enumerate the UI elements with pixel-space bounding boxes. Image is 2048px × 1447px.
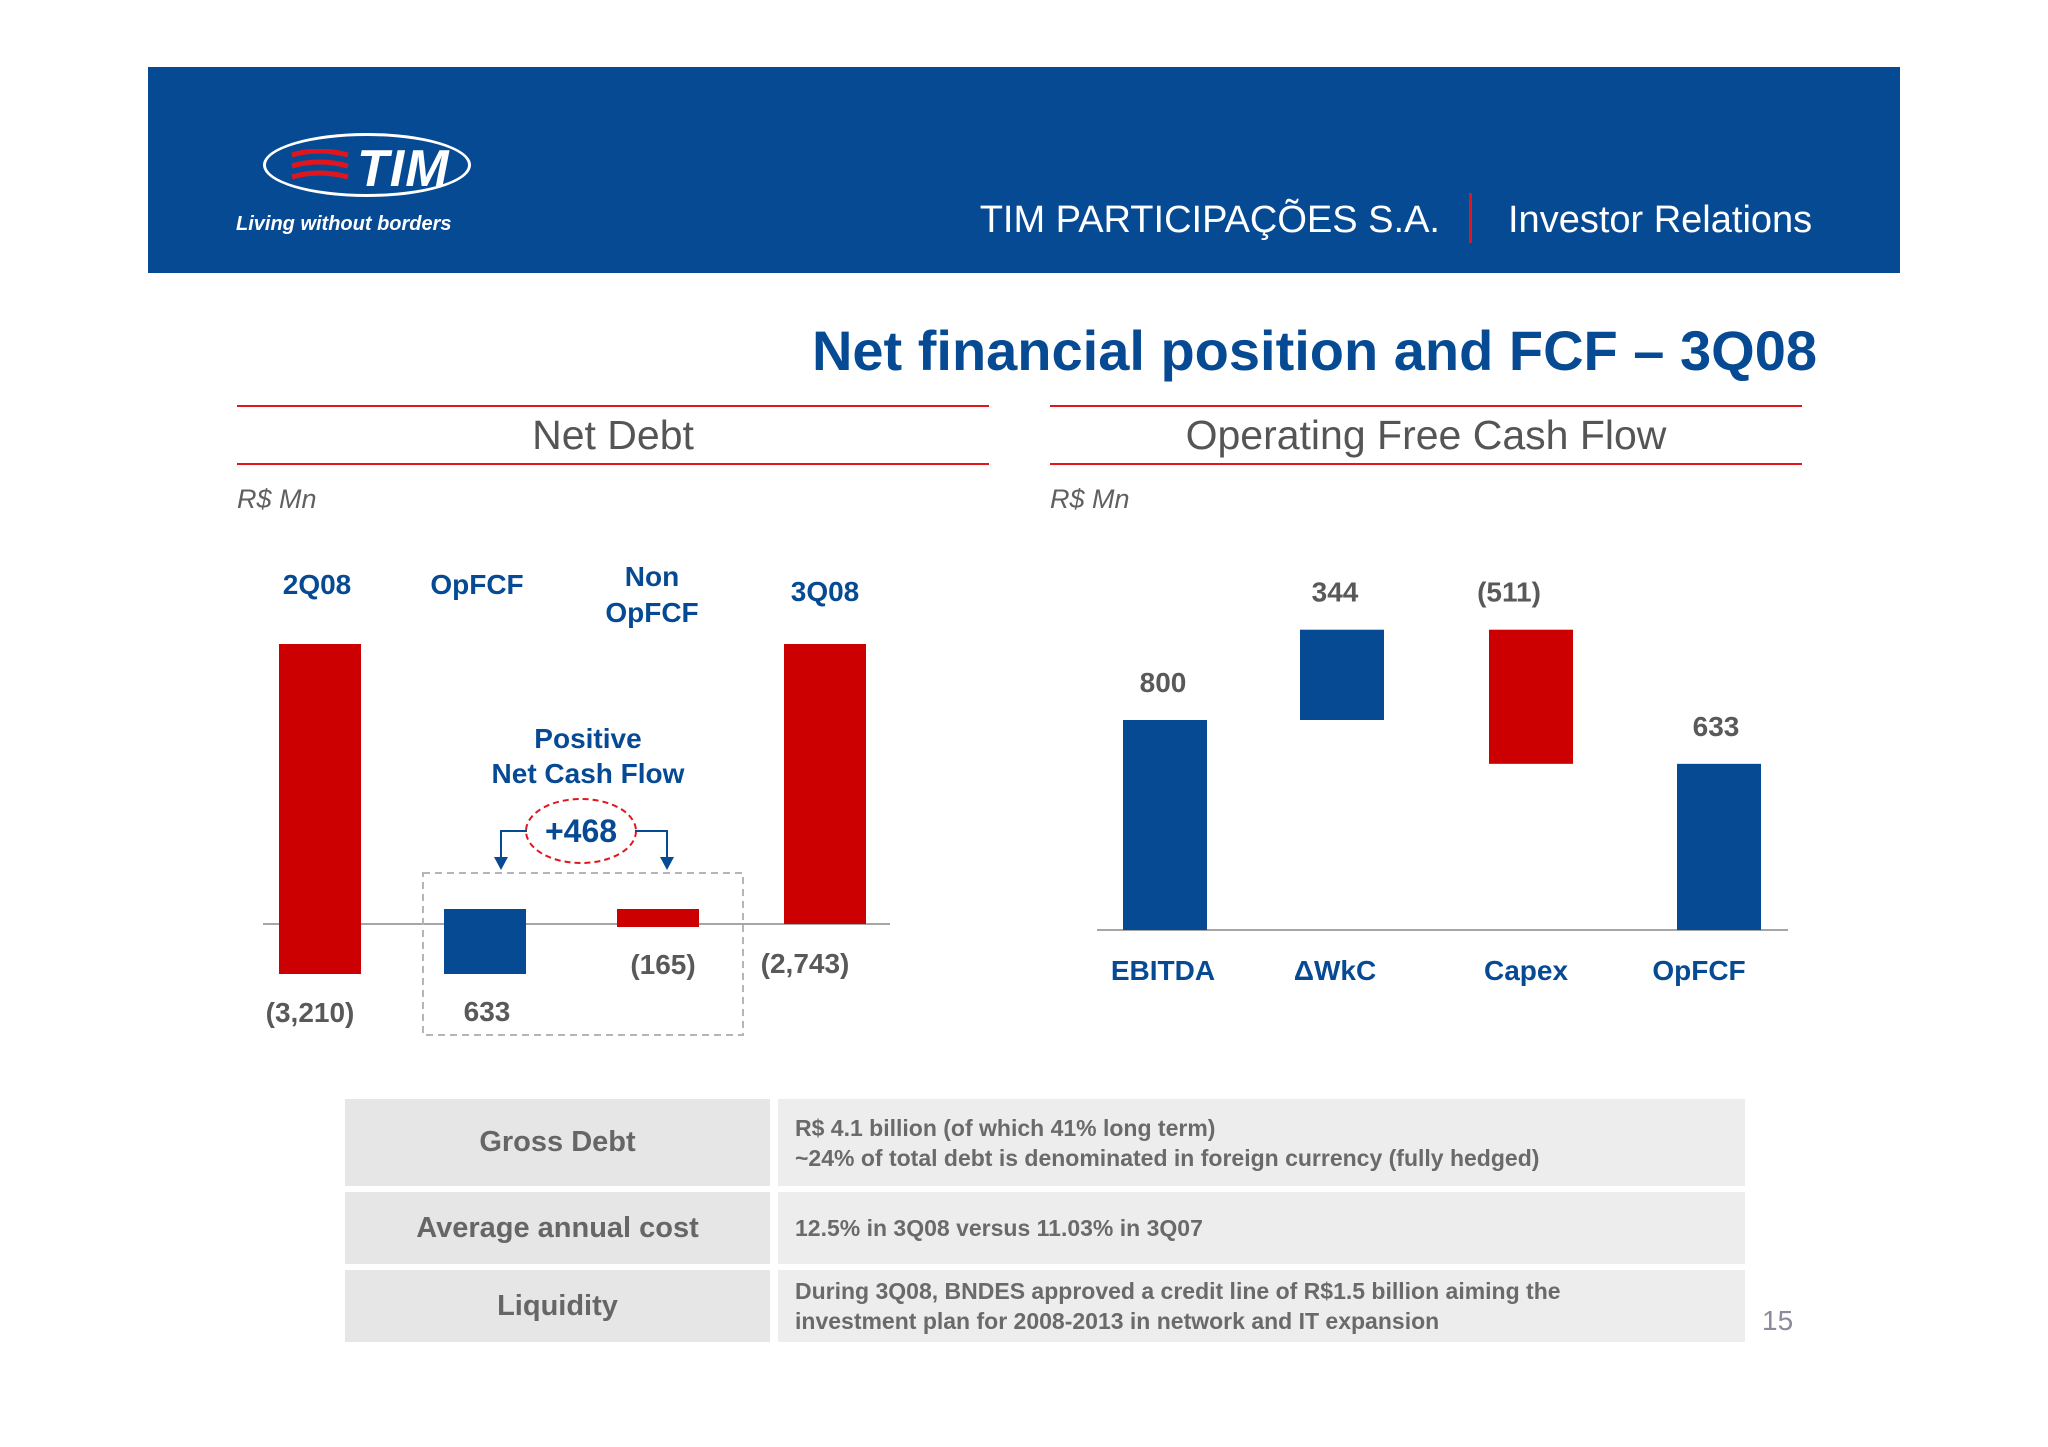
opfcf-title: Operating Free Cash Flow	[1185, 412, 1667, 458]
table-row: Average annual cost 12.5% in 3Q08 versus…	[345, 1192, 1745, 1264]
table-row: Liquidity During 3Q08, BNDES approved a …	[345, 1270, 1745, 1342]
company-name: TIM PARTICIPAÇÕES S.A.	[979, 199, 1440, 241]
category-label: OpFCF	[430, 569, 523, 600]
category-label: ΔWkC	[1294, 955, 1376, 986]
bar-ebitda	[1123, 720, 1207, 930]
row-value: R$ 4.1 billion (of which 41% long term) …	[778, 1099, 1745, 1186]
row-value-line: 12.5% in 3Q08 versus 11.03% in 3Q07	[795, 1215, 1203, 1241]
table-row: Gross Debt R$ 4.1 billion (of which 41% …	[345, 1099, 1745, 1186]
row-value-line: ~24% of total debt is denominated in for…	[795, 1144, 1540, 1171]
arrow-down-icon	[494, 857, 508, 870]
value-label: 633	[1693, 711, 1740, 742]
net-debt-chart: 2Q08 OpFCF Non OpFCF 3Q08 (3,210) 633 (165) (2,7…	[263, 561, 890, 1036]
header-band: TIM Living without borders TIM PARTICIPA…	[148, 67, 1900, 273]
bar-δwkc	[1300, 629, 1384, 720]
value-label: 344	[1312, 577, 1359, 608]
category-label: Non	[625, 561, 679, 592]
row-label: Gross Debt	[345, 1099, 770, 1186]
net-debt-bottom-rule	[237, 463, 989, 465]
bar-opfcf	[444, 909, 526, 974]
category-label: OpFCF	[605, 597, 698, 628]
row-value-line: During 3Q08, BNDES approved a credit lin…	[795, 1278, 1561, 1304]
value-label: (3,210)	[266, 997, 355, 1028]
value-label: (511)	[1477, 577, 1541, 608]
tim-logo	[263, 133, 471, 197]
annotation-label: Net Cash Flow	[492, 758, 685, 789]
row-value: During 3Q08, BNDES approved a credit lin…	[778, 1270, 1745, 1342]
net-debt-title: Net Debt	[532, 412, 694, 458]
opfcf-chart: 800 EBITDA 344 ΔWkC (511) Capex 633 OpFCF	[1097, 577, 1788, 986]
category-label: EBITDA	[1111, 955, 1215, 986]
row-label: Average annual cost	[345, 1192, 770, 1264]
bar-3q08	[784, 644, 866, 924]
row-label: Liquidity	[345, 1270, 770, 1342]
value-label: 800	[1140, 667, 1187, 698]
annotation-label: Positive	[534, 723, 641, 754]
bar-opfcf	[1677, 763, 1761, 930]
category-label: OpFCF	[1652, 955, 1745, 986]
arrow-down-icon	[660, 857, 674, 870]
logo-stripes-icon	[291, 149, 349, 180]
row-value-line: investment plan for 2008-2013 in network…	[795, 1308, 1440, 1334]
net-debt-top-rule	[237, 405, 989, 407]
slide-title: Net financial position and FCF – 3Q08	[811, 319, 1817, 382]
row-value-line: R$ 4.1 billion (of which 41% long term)	[795, 1114, 1216, 1141]
value-label: (165)	[630, 949, 695, 980]
value-label: 633	[464, 996, 511, 1027]
arrow-right-line	[635, 830, 668, 860]
arrow-left-line	[500, 830, 527, 860]
tagline: Living without borders	[236, 213, 452, 235]
opfcf-bottom-rule	[1050, 463, 1802, 465]
value-label: (2,743)	[761, 948, 850, 979]
category-label: 3Q08	[791, 576, 860, 607]
net-debt-unit: R$ Mn	[237, 484, 317, 514]
category-label: Capex	[1484, 955, 1568, 986]
logo-text: TIM	[357, 140, 450, 198]
opfcf-top-rule	[1050, 405, 1802, 407]
page-number: 15	[1762, 1305, 1794, 1336]
bar-capex	[1489, 629, 1573, 764]
info-table: Gross Debt R$ 4.1 billion (of which 41% …	[345, 1099, 1745, 1348]
header-separator	[1469, 193, 1472, 243]
opfcf-unit: R$ Mn	[1050, 484, 1130, 514]
bar-non-opfcf	[617, 909, 699, 927]
category-label: 2Q08	[283, 569, 352, 600]
annotation-value: +468	[545, 813, 617, 849]
bar-2q08	[279, 644, 361, 974]
row-value: 12.5% in 3Q08 versus 11.03% in 3Q07	[778, 1192, 1745, 1264]
net-cash-flow-box	[422, 872, 744, 1036]
section-name: Investor Relations	[1508, 199, 1813, 241]
